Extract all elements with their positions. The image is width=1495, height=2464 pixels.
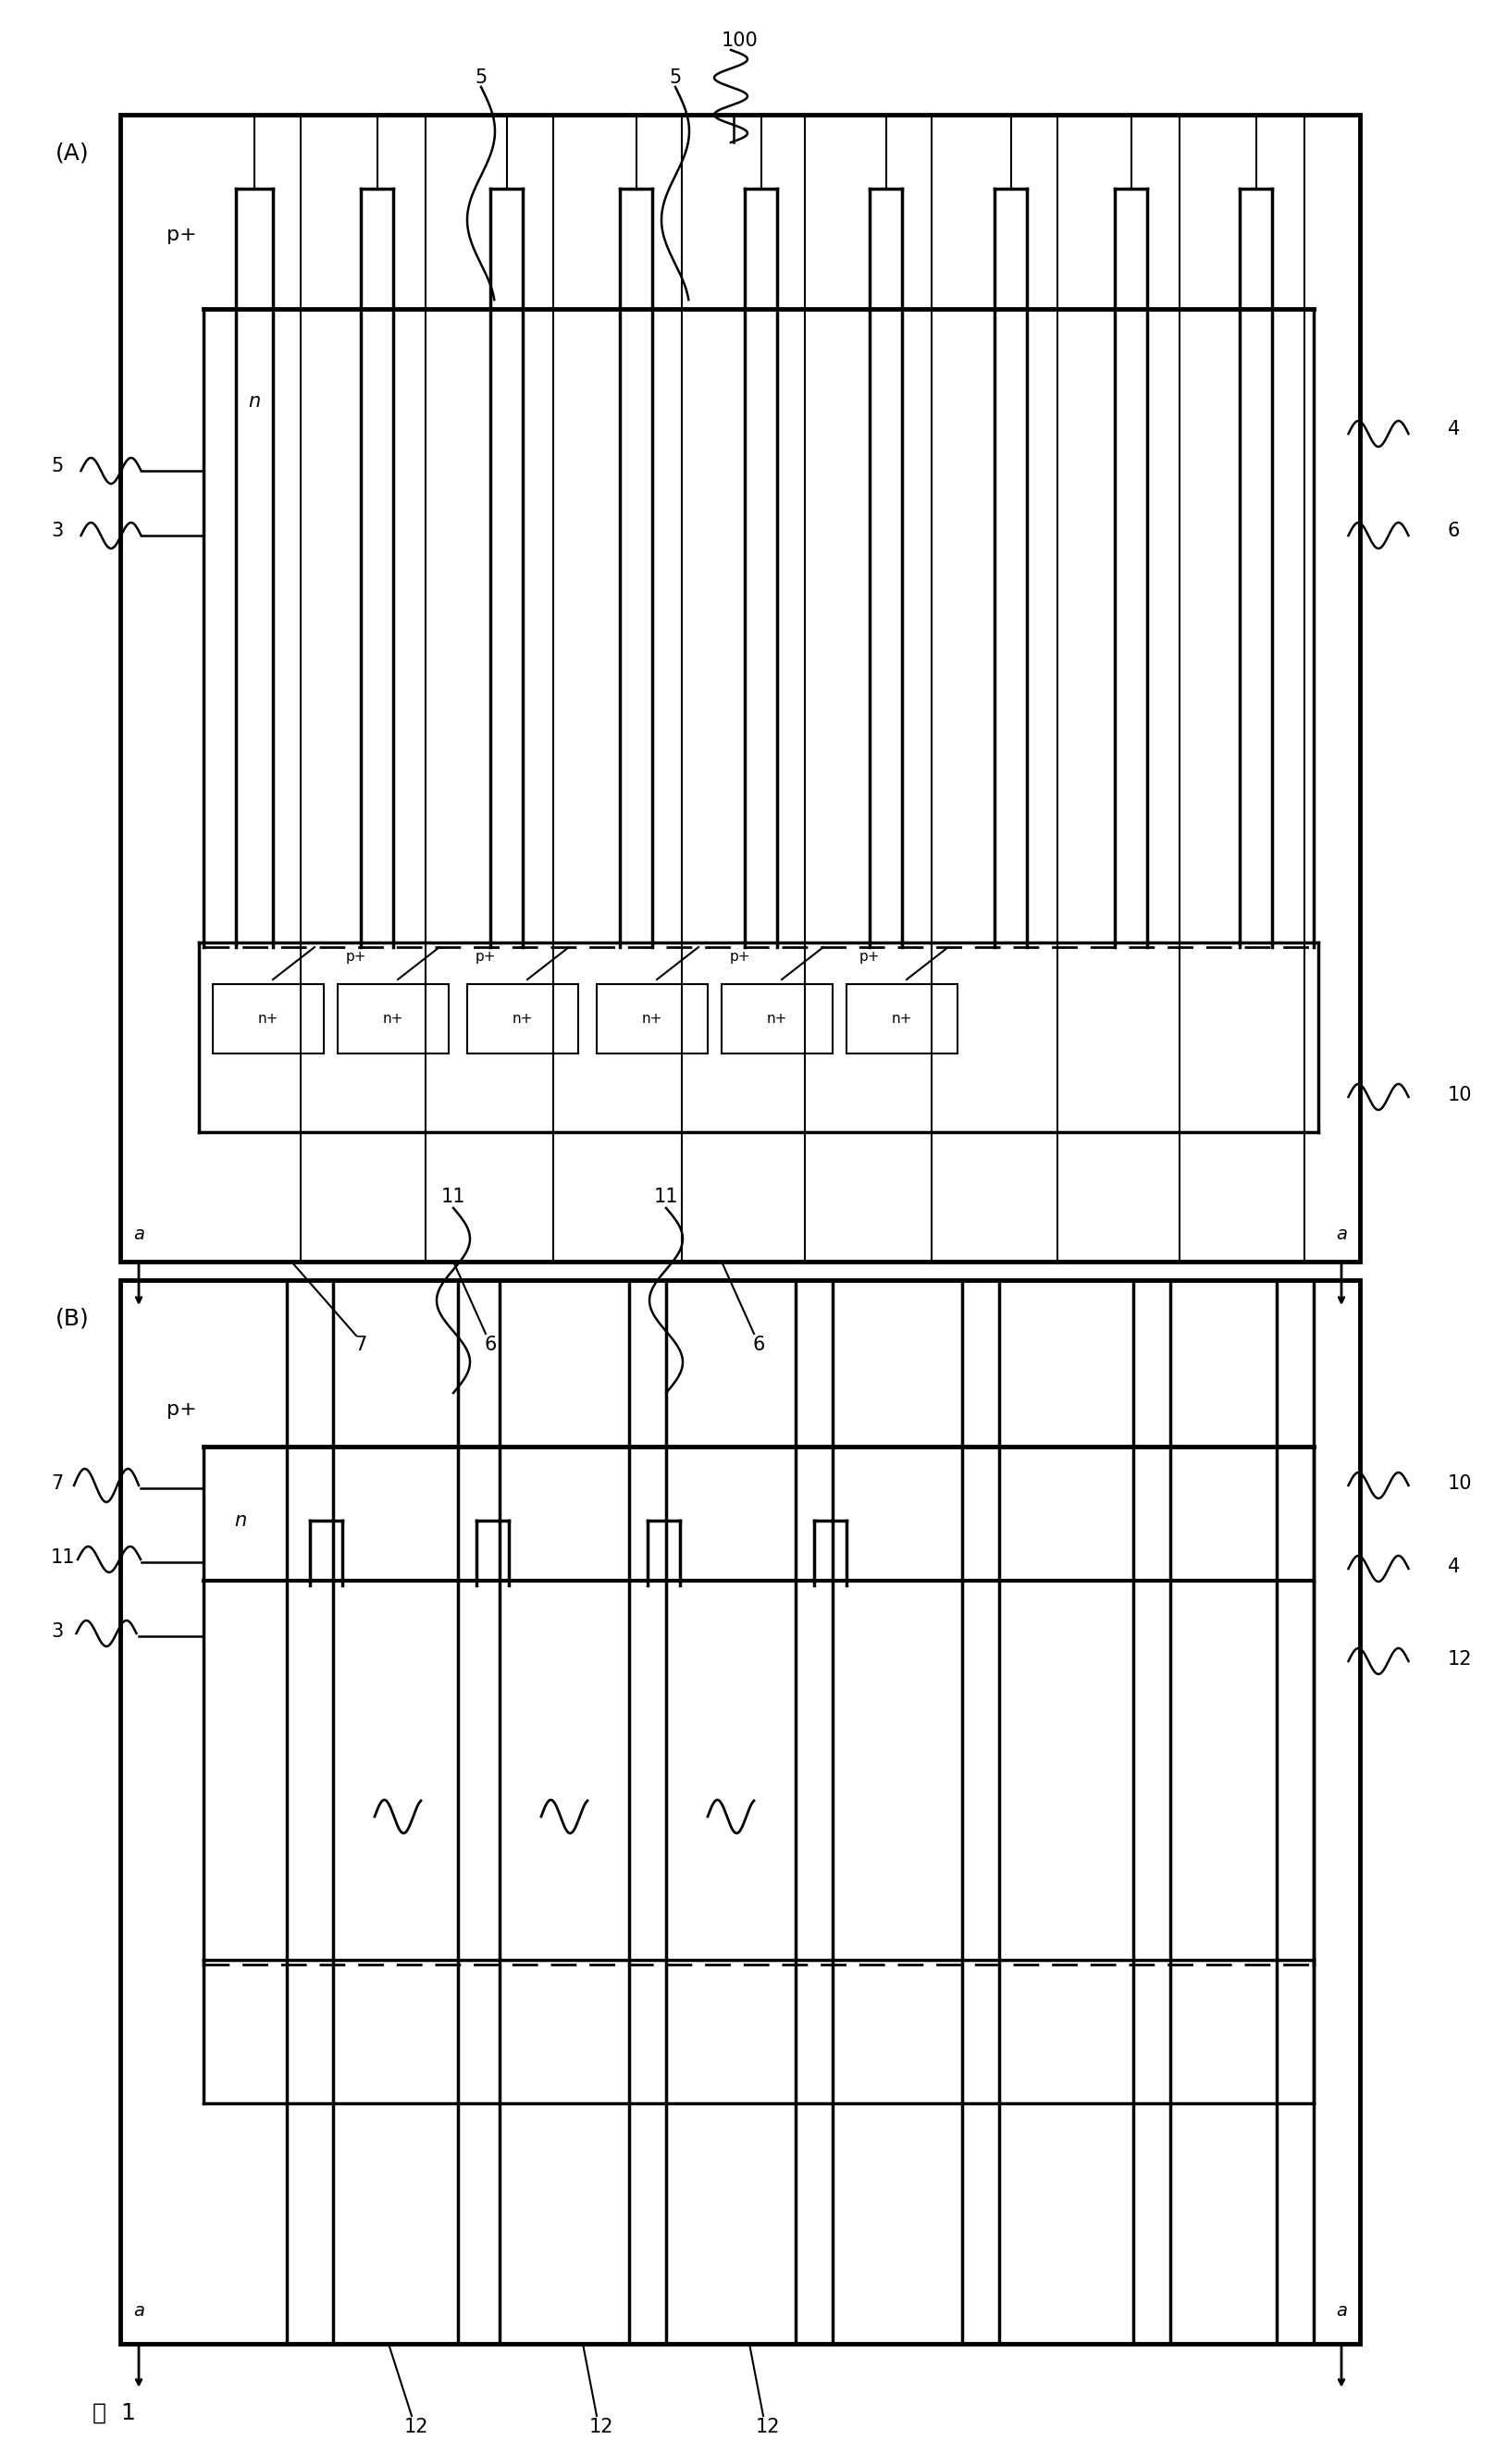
Text: 4: 4 xyxy=(1447,419,1461,439)
Bar xyxy=(597,983,707,1055)
Text: (A): (A) xyxy=(55,143,90,165)
Text: 5: 5 xyxy=(51,456,63,476)
Text: p+: p+ xyxy=(166,227,197,244)
Text: 7: 7 xyxy=(354,1335,366,1355)
Text: n: n xyxy=(235,1510,247,1530)
Text: n+: n+ xyxy=(641,1013,662,1025)
Text: n: n xyxy=(248,392,260,411)
Text: a: a xyxy=(133,2301,145,2321)
Text: 6: 6 xyxy=(1447,522,1461,540)
Text: p+: p+ xyxy=(345,949,366,963)
Text: 4: 4 xyxy=(1447,1557,1461,1577)
Text: n+: n+ xyxy=(891,1013,912,1025)
Text: (B): (B) xyxy=(55,1308,90,1331)
Text: p+: p+ xyxy=(166,1400,197,1419)
Bar xyxy=(722,983,833,1055)
Bar xyxy=(212,983,324,1055)
Text: 3: 3 xyxy=(51,522,63,540)
Text: 6: 6 xyxy=(752,1335,765,1355)
Text: p+: p+ xyxy=(730,949,750,963)
Bar xyxy=(120,1281,1360,2343)
Bar xyxy=(338,983,448,1055)
Text: 5: 5 xyxy=(475,69,487,86)
Text: 3: 3 xyxy=(51,1621,63,1641)
Text: 12: 12 xyxy=(755,2417,780,2437)
Text: 7: 7 xyxy=(51,1473,63,1493)
Text: a: a xyxy=(1337,1225,1347,1242)
Text: 11: 11 xyxy=(51,1547,75,1567)
Text: 10: 10 xyxy=(1447,1473,1473,1493)
Bar xyxy=(846,983,957,1055)
Text: n+: n+ xyxy=(767,1013,788,1025)
Text: 10: 10 xyxy=(1447,1087,1473,1104)
Text: 12: 12 xyxy=(589,2417,613,2437)
Text: n+: n+ xyxy=(383,1013,404,1025)
Text: 5: 5 xyxy=(670,69,682,86)
Text: 12: 12 xyxy=(404,2417,429,2437)
Text: n+: n+ xyxy=(259,1013,278,1025)
Text: 11: 11 xyxy=(441,1188,465,1205)
Bar xyxy=(120,116,1360,1262)
Text: a: a xyxy=(1337,2301,1347,2321)
Text: n+: n+ xyxy=(513,1013,534,1025)
Text: 100: 100 xyxy=(722,32,758,49)
Text: 6: 6 xyxy=(484,1335,496,1355)
Bar xyxy=(466,983,579,1055)
Text: 12: 12 xyxy=(1447,1651,1473,1668)
Text: a: a xyxy=(133,1225,145,1242)
Text: p+: p+ xyxy=(860,949,881,963)
Text: 図  1: 図 1 xyxy=(93,2402,136,2425)
Text: p+: p+ xyxy=(475,949,496,963)
Text: 11: 11 xyxy=(653,1188,679,1205)
